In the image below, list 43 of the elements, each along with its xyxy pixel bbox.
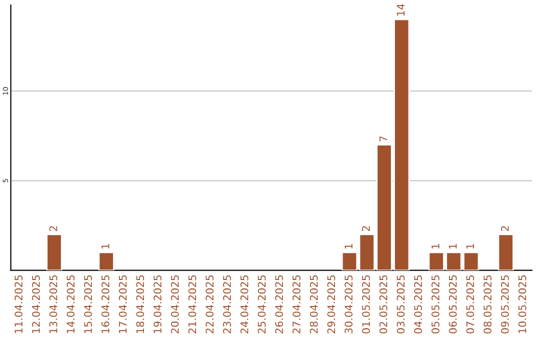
x-tick-label: 07.05.2025 [466,275,474,334]
data-label: 2 [500,226,509,232]
x-tick-label: 14.04.2025 [66,275,75,333]
x-tick-label: 05.05.2025 [432,275,440,334]
data-label: 1 [102,244,110,249]
data-label: 1 [466,244,474,249]
x-tick-label: 04.05.2025 [414,275,422,334]
data-label: 2 [362,226,370,232]
x-tick-label: 01.05.2025 [362,275,370,334]
x-tick-label: 13.04.2025 [49,275,58,333]
x-tick-label: 25.04.2025 [258,275,266,334]
x-tick-label: 26.04.2025 [275,275,284,334]
x-tick-label: 29.04.2025 [327,275,336,334]
x-tick-label: 19.04.2025 [154,275,162,333]
data-label: 1 [432,244,440,249]
data-label: 14 [396,4,404,16]
bar [98,252,114,270]
data-label: 2 [49,226,58,232]
x-tick-label: 10.05.2025 [518,275,526,333]
x-tick-label: 03.05.2025 [396,275,405,334]
x-tick-label: 24.04.2025 [240,275,248,334]
x-tick-label: 06.05.2025 [448,275,457,334]
x-tick-label: 08.05.2025 [484,275,492,334]
x-tick-label: 16.04.2025 [101,275,110,333]
x-tick-label: 30.04.2025 [344,275,353,334]
x-tick-label: 02.05.2025 [379,275,388,334]
data-label: 1 [344,244,352,249]
x-tick-label: 27.04.2025 [292,275,300,334]
x-tick-label: 22.04.2025 [206,275,214,334]
x-tick-label: 09.05.2025 [500,275,509,334]
data-label: 7 [380,136,388,142]
x-tick-label: 11.04.2025 [14,275,23,333]
x-tick-label: 18.04.2025 [136,275,144,333]
bar [46,234,62,270]
x-tick-label: 21.04.2025 [188,275,196,334]
x-tick-label: 12.04.2025 [32,275,40,333]
bar [498,234,514,270]
x-tick-label: 17.04.2025 [118,275,127,333]
x-tick-label: 20.04.2025 [170,275,179,334]
x-tick-label: 23.04.2025 [223,275,231,334]
x-tick-label: 28.04.2025 [310,275,318,334]
data-label: 1 [449,244,457,249]
x-tick-label: 15.04.2025 [84,275,92,333]
